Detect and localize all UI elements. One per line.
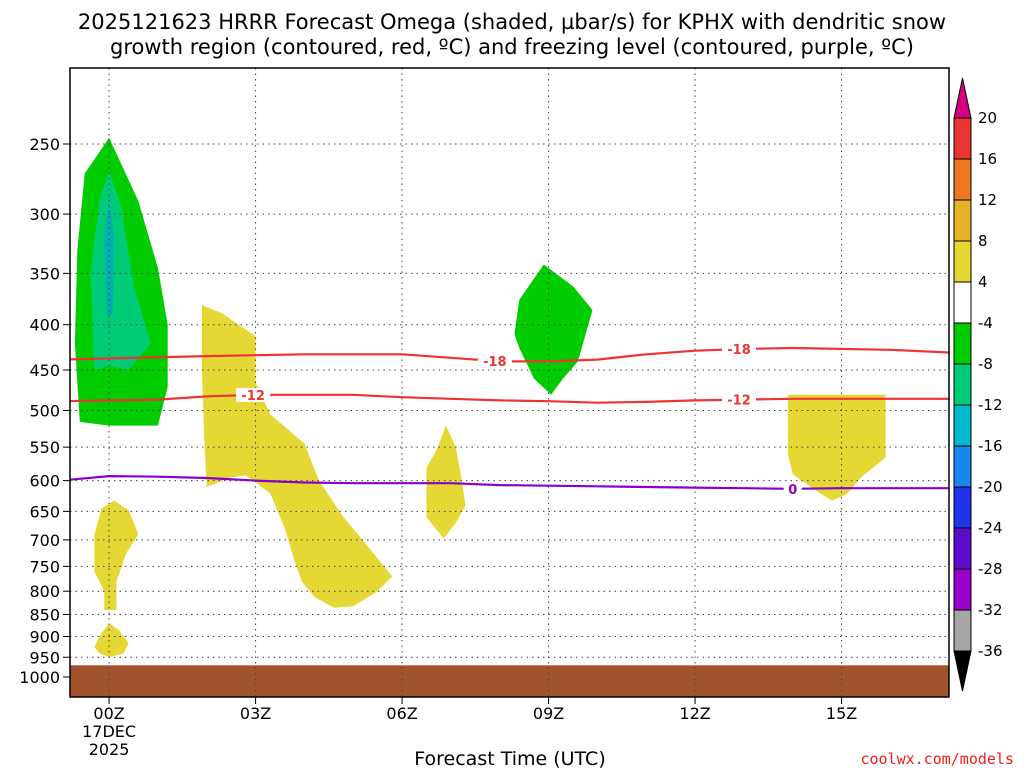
colorbar-bin--8-to--4 <box>953 322 972 365</box>
contour-label--18-2: -18 <box>727 343 751 358</box>
colorbar-label-8: 8 <box>978 232 988 250</box>
contour-label--12-1: -12 <box>241 389 265 404</box>
colorbar-bin--32-to--28 <box>953 568 972 611</box>
contour-label--18-1: -18 <box>483 355 507 370</box>
contour-label-0-1: 0 <box>788 483 797 498</box>
y-tick-label-250: 250 <box>29 135 60 154</box>
y-tick-label-600: 600 <box>29 472 60 491</box>
colorbar-label-4: 4 <box>978 273 988 291</box>
y-tick-label-950: 950 <box>29 648 60 667</box>
grid-lines <box>70 68 949 697</box>
y-tick-label-650: 650 <box>29 502 60 521</box>
contour-label-bg <box>722 342 757 357</box>
y-tick-label-550: 550 <box>29 438 60 457</box>
colorbar-max-arrow <box>953 77 972 119</box>
x-axis-label: Forecast Time (UTC) <box>414 748 605 768</box>
y-tick-label-800: 800 <box>29 582 60 601</box>
colorbar-label-16: 16 <box>978 150 997 168</box>
colorbar-label-20: 20 <box>978 109 997 127</box>
omega-region-7 <box>787 394 886 501</box>
omega-region-3 <box>104 194 114 315</box>
colorbar-bin--20-to--16 <box>953 445 972 488</box>
colorbar-label--24: -24 <box>978 519 1003 537</box>
y-tick-label-400: 400 <box>29 316 60 335</box>
x-tick-date: 17DEC <box>82 722 136 741</box>
colorbar-label--32: -32 <box>978 601 1003 619</box>
x-tick-label-00Z: 00Z <box>93 704 124 723</box>
x-tick-year: 2025 <box>89 740 130 759</box>
colorbar-bin--12-to--8 <box>953 363 972 406</box>
contour-label-bg <box>236 387 271 402</box>
colorbar-label--36: -36 <box>978 642 1003 660</box>
colorbar-label--20: -20 <box>978 478 1003 496</box>
colorbar-bin-16-to-20 <box>953 117 972 160</box>
y-tick-label-450: 450 <box>29 361 60 380</box>
colorbar-bin-8-to-12 <box>953 199 972 242</box>
omega-region-6 <box>426 425 466 539</box>
contour-label-bg <box>477 354 512 369</box>
ground-below-surface <box>70 665 949 697</box>
x-tick-label-03Z: 03Z <box>240 704 271 723</box>
y-tick-label-700: 700 <box>29 531 60 550</box>
source-credit: coolwx.com/models <box>860 750 1014 768</box>
omega-region-5 <box>201 305 393 608</box>
plot-frame <box>69 67 950 698</box>
omega-region-2 <box>90 170 151 370</box>
colorbar-bin-4-to-8 <box>953 240 972 283</box>
colorbar-label--16: -16 <box>978 437 1003 455</box>
colorbar-bin--4-to-4 <box>953 281 972 324</box>
contour-label-bg <box>783 481 802 496</box>
chart-title-line2: growth region (contoured, red, ºC) and f… <box>110 35 914 59</box>
x-tick-label-09Z: 09Z <box>533 704 564 723</box>
colorbar-label--4: -4 <box>978 314 993 332</box>
colorbar-label-12: 12 <box>978 191 997 209</box>
y-tick-label-500: 500 <box>29 402 60 421</box>
y-tick-label-300: 300 <box>29 205 60 224</box>
colorbar-label--8: -8 <box>978 355 993 373</box>
colorbar-bin--28-to--24 <box>953 527 972 570</box>
x-tick-label-06Z: 06Z <box>386 704 417 723</box>
chart-title-line1: 2025121623 HRRR Forecast Omega (shaded, … <box>78 10 946 34</box>
omega-region-8 <box>94 500 139 610</box>
omega-region-9 <box>94 623 129 658</box>
y-tick-label-900: 900 <box>29 627 60 646</box>
colorbar-legend: -36 -32 -28 -24 -20 -16 -12 -8 -4 4 8 12 16 20 <box>953 77 1003 692</box>
colorbar-bin--16-to--12 <box>953 404 972 447</box>
y-tick-label-850: 850 <box>29 606 60 625</box>
temperature-contours: -18 -18 -12 -12 0 <box>70 342 949 498</box>
x-tick-label-15Z: 15Z <box>826 704 857 723</box>
y-tick-label-1000: 1000 <box>19 668 60 687</box>
y-tick-label-750: 750 <box>29 557 60 576</box>
colorbar-bin-12-to-16 <box>953 158 972 201</box>
contour-label-bg <box>722 392 757 407</box>
colorbar-min-arrow <box>953 650 972 692</box>
x-tick-label-12Z: 12Z <box>679 704 710 723</box>
y-tick-label-350: 350 <box>29 264 60 283</box>
colorbar-label--28: -28 <box>978 560 1003 578</box>
colorbar-bin--24-to--20 <box>953 486 972 529</box>
plot-area: -18 -18 -12 -12 0 <box>69 67 950 698</box>
omega-region-4 <box>514 264 593 395</box>
colorbar-bin--36-to--32 <box>953 609 972 652</box>
y-axis-pressure: 250 300 350 400 450 500 550 600 650 700 750 800 850 9… <box>19 135 70 687</box>
contour-label--12-2: -12 <box>727 394 751 409</box>
colorbar-label--12: -12 <box>978 396 1003 414</box>
contour-line--18 <box>70 346 949 363</box>
